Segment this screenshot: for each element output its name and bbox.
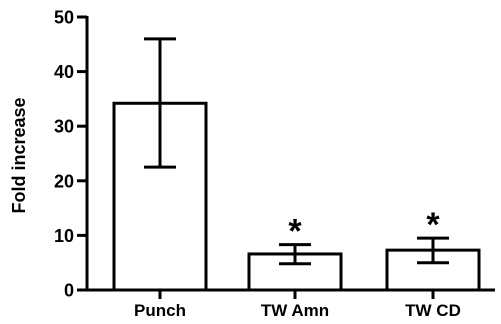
significance-marker-tw-amn: * bbox=[288, 213, 302, 251]
y-tick-label-20: 20 bbox=[54, 171, 74, 191]
annotations-group: * * bbox=[288, 206, 440, 251]
significance-marker-tw-cd: * bbox=[426, 206, 440, 244]
y-tick-label-30: 30 bbox=[54, 117, 74, 137]
x-tick-label-tw-amn: TW Amn bbox=[261, 301, 329, 320]
y-axis: 0 10 20 30 40 50 bbox=[54, 8, 89, 301]
x-tick-label-punch: Punch bbox=[134, 301, 186, 320]
y-tick-label-50: 50 bbox=[54, 8, 74, 28]
y-tick-label-40: 40 bbox=[54, 62, 74, 82]
x-tick-label-tw-cd: TW CD bbox=[405, 301, 461, 320]
y-tick-label-0: 0 bbox=[64, 281, 74, 301]
x-axis: Punch TW Amn TW CD bbox=[85, 288, 495, 320]
y-tick-label-10: 10 bbox=[54, 226, 74, 246]
error-bars-group bbox=[144, 37, 449, 266]
y-axis-title: Fold increase bbox=[9, 97, 29, 213]
